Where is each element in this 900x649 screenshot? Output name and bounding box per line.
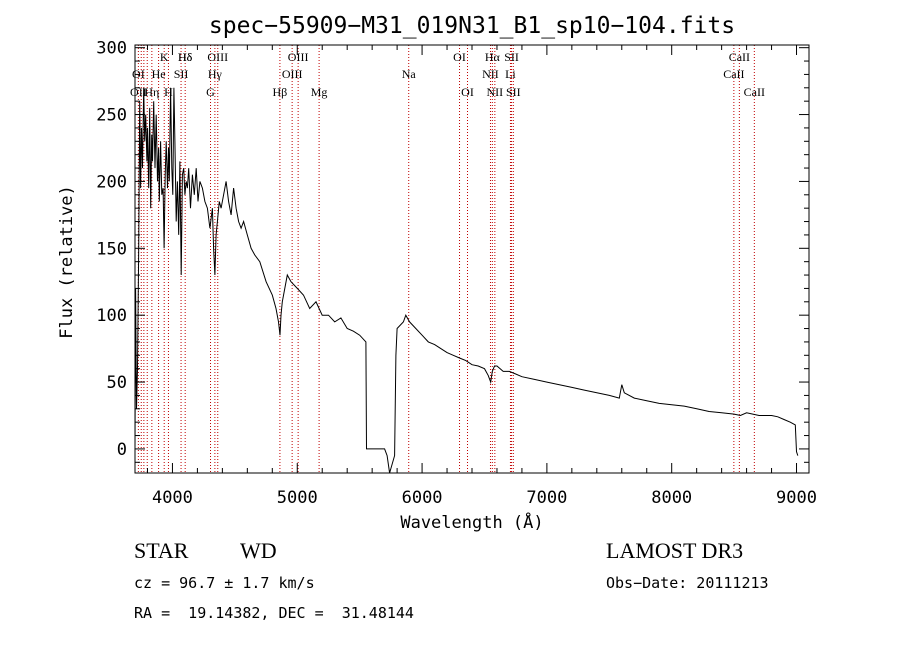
line-label: SII — [504, 50, 519, 64]
coordinates-text: RA = 19.14382, DEC = 31.48144 — [134, 604, 414, 622]
line-label: CaII — [723, 67, 744, 81]
redshift-text: cz = 96.7 ± 1.7 km/s — [134, 574, 315, 592]
x-tick-label: 8000 — [651, 488, 692, 508]
line-label: Mg — [311, 85, 328, 99]
line-label: Hα — [485, 50, 501, 64]
line-label: Li — [505, 67, 516, 81]
line-label: OIII — [207, 50, 228, 64]
line-label: OI — [453, 50, 466, 64]
chart-title: spec−55909−M31_019N31_B1_sp10−104.fits — [209, 13, 735, 39]
x-tick-label: 9000 — [776, 488, 817, 508]
y-tick-label: 300 — [96, 39, 127, 59]
survey-label: LAMOST DR3 — [606, 538, 744, 563]
line-label: Hγ — [208, 67, 223, 81]
line-label: OII — [130, 85, 147, 99]
class-label: STAR — [134, 538, 189, 563]
x-tick-label: 7000 — [526, 488, 567, 508]
spectrum-line — [134, 87, 799, 474]
line-label: G — [206, 85, 215, 99]
line-label: H — [164, 85, 173, 99]
x-tick-label: 4000 — [152, 488, 193, 508]
y-tick-label: 250 — [96, 106, 127, 126]
x-axis-label: Wavelength (Å) — [400, 511, 543, 533]
line-label: Hδ — [178, 50, 193, 64]
y-tick-label: 50 — [107, 373, 127, 393]
line-label: OIII — [282, 67, 303, 81]
line-label: K — [160, 50, 169, 64]
line-label: CaII — [729, 50, 750, 64]
plot-frame — [134, 44, 810, 474]
x-tick-label: 6000 — [402, 488, 443, 508]
obs-date-text: Obs−Date: 20111213 — [606, 574, 769, 592]
y-axis-label: Flux (relative) — [57, 185, 77, 339]
line-label: Na — [402, 67, 417, 81]
line-label: OI — [461, 85, 474, 99]
line-label: NII — [482, 67, 499, 81]
line-label: OIII — [288, 50, 309, 64]
line-label: SII — [506, 85, 521, 99]
line-label: SII — [174, 67, 189, 81]
line-label: CaII — [744, 85, 765, 99]
y-tick-label: 100 — [96, 306, 127, 326]
line-markers — [137, 45, 755, 473]
y-tick-label: 0 — [117, 440, 127, 460]
subclass-label: WD — [240, 538, 277, 563]
axis-ticks: 4000 5000 6000 7000 8000 9000 0 50 100 150 200 250 3… — [96, 39, 817, 508]
y-tick-label: 200 — [96, 172, 127, 192]
line-label: NII — [487, 85, 504, 99]
x-tick-label: 5000 — [277, 488, 318, 508]
line-label: Hδ — [178, 50, 193, 64]
y-tick-label: 150 — [96, 239, 127, 259]
line-label: Hβ — [273, 85, 288, 99]
line-label: He — [152, 67, 166, 81]
line-label: Hη — [144, 85, 159, 99]
